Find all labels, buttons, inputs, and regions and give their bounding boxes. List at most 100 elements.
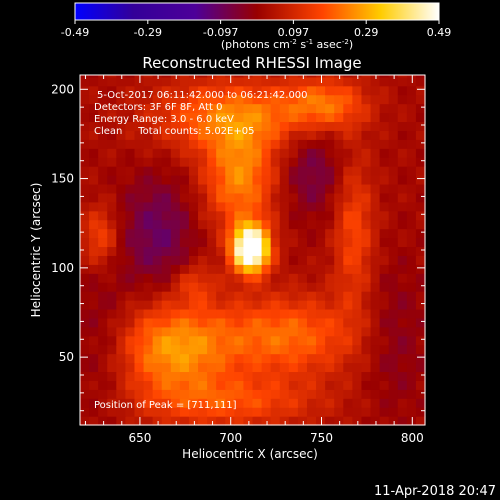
heatmap-cell [198, 139, 208, 149]
heatmap-cell [207, 291, 217, 301]
heatmap-cell [252, 371, 263, 381]
heatmap-cell [334, 130, 344, 140]
heatmap-cell [397, 300, 408, 310]
heatmap-cell [252, 228, 263, 239]
heatmap-cell [297, 300, 308, 310]
heatmap-cell [216, 255, 226, 265]
heatmap-cell [261, 183, 272, 194]
heatmap-cell [397, 76, 408, 87]
heatmap-cell [143, 237, 154, 248]
heatmap-cell [216, 237, 226, 248]
heatmap-cell [207, 166, 217, 176]
heatmap-cell [125, 326, 136, 337]
heatmap-cell [134, 76, 145, 87]
heatmap-cell [188, 255, 199, 265]
heatmap-cell [161, 300, 172, 310]
heatmap-cell [325, 317, 335, 328]
heatmap-cell [107, 407, 117, 417]
heatmap-cell [334, 353, 344, 364]
heatmap-cell [152, 103, 163, 114]
heatmap-cell [234, 416, 245, 426]
heatmap-cell [397, 148, 408, 158]
heatmap-cell [252, 273, 263, 283]
heatmap-cell [225, 130, 235, 140]
heatmap-cell [406, 228, 417, 239]
heatmap-cell [325, 335, 335, 346]
heatmap-cell [143, 219, 154, 230]
heatmap-cell [306, 121, 317, 131]
heatmap-cell [397, 130, 408, 140]
heatmap-cell [89, 353, 99, 364]
heatmap-cell [279, 139, 290, 149]
heatmap-cell [225, 157, 235, 167]
heatmap-cell [343, 291, 353, 301]
heatmap-cell [216, 76, 226, 87]
heatmap-cell [279, 371, 290, 381]
heatmap-cell [198, 362, 208, 373]
heatmap-cell [288, 210, 299, 221]
heatmap-cell [207, 308, 217, 319]
heatmap-cell [406, 139, 417, 149]
heatmap-cell [370, 112, 381, 123]
heatmap-cell [198, 210, 208, 221]
heatmap-cell [288, 94, 299, 105]
heatmap-cell [379, 335, 390, 346]
heatmap-cell [188, 183, 199, 194]
heatmap-cell [170, 344, 181, 355]
heatmap-cell [179, 344, 190, 355]
heatmap-cell [316, 166, 326, 176]
heatmap-cell [397, 94, 408, 105]
heatmap-cell [161, 175, 172, 185]
heatmap-cell [325, 192, 335, 203]
heatmap-cell [225, 273, 235, 283]
heatmap-cell [343, 121, 353, 131]
heatmap-cell [116, 264, 126, 274]
heatmap-cell [179, 103, 190, 114]
heatmap-cell [98, 228, 108, 239]
heatmap-cell [343, 335, 353, 346]
heatmap-cell [288, 103, 299, 114]
heatmap-cell [161, 264, 172, 274]
heatmap-cell [179, 273, 190, 283]
heatmap-cell [379, 85, 390, 96]
heatmap-cell [397, 219, 408, 230]
heatmap-cell [188, 237, 199, 248]
heatmap-cell [288, 139, 299, 149]
heatmap-cell [80, 183, 90, 194]
heatmap-cell [198, 317, 208, 328]
heatmap-cell [388, 76, 399, 87]
heatmap-cell [397, 166, 408, 176]
heatmap-cell [170, 130, 181, 140]
heatmap-cell [198, 76, 208, 87]
heatmap-cell [107, 103, 117, 114]
heatmap-cell [352, 300, 363, 310]
heatmap-cell [306, 255, 317, 265]
heatmap-cell [152, 183, 163, 194]
heatmap-cell [234, 353, 245, 364]
heatmap-cell [243, 371, 254, 381]
heatmap-cell [188, 166, 199, 176]
heatmap-cell [125, 389, 136, 399]
heatmap-cell [207, 273, 217, 283]
heatmap-cell [80, 380, 90, 390]
heatmap-cell [361, 237, 372, 248]
heatmap-cell [225, 317, 235, 328]
heatmap-cell [343, 282, 353, 292]
heatmap-cell [334, 76, 344, 87]
heatmap-cell [279, 353, 290, 364]
heatmap-cell [216, 183, 226, 194]
heatmap-cell [179, 326, 190, 337]
heatmap-cell [188, 175, 199, 185]
heatmap-cell [352, 85, 363, 96]
heatmap-cell [170, 121, 181, 131]
heatmap-cell [188, 362, 199, 373]
heatmap-cell [306, 148, 317, 158]
heatmap-cell [89, 201, 99, 212]
heatmap-cell [243, 389, 254, 399]
heatmap-cell [334, 157, 344, 167]
heatmap-cell [198, 344, 208, 355]
heatmap-cell [297, 210, 308, 221]
heatmap-cell [170, 148, 181, 158]
heatmap-cell [234, 255, 245, 265]
